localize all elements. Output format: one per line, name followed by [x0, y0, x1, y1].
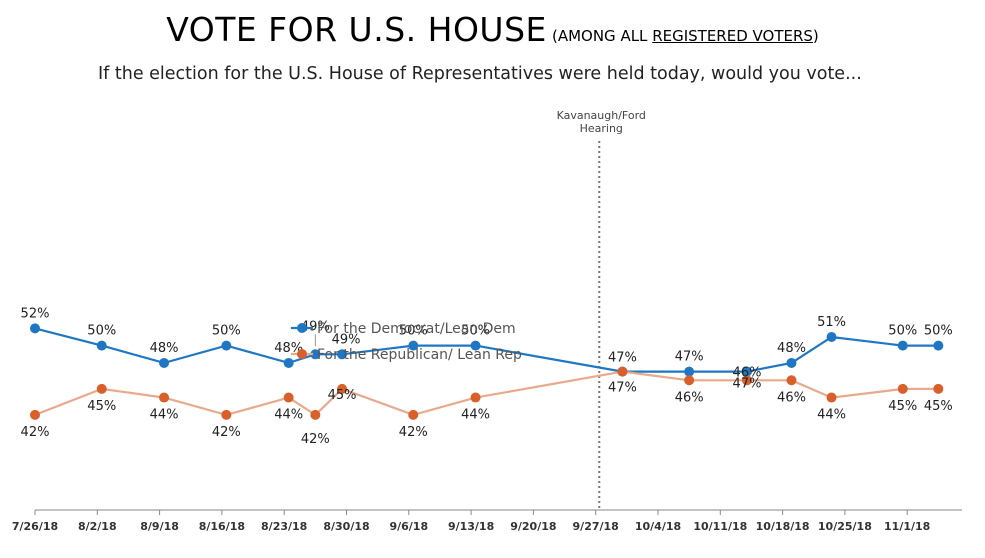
dem-data-label: 47% [675, 350, 704, 365]
chart-subtitle-question: If the election for the U.S. House of Re… [98, 64, 862, 84]
rep-data-point [470, 392, 481, 403]
dem-data-point [684, 366, 695, 377]
x-tick-label: 7/26/18 [12, 520, 58, 533]
dem-data-label: 50% [924, 324, 953, 339]
dem-data-label: 50% [212, 324, 241, 339]
rep-series-line [34, 370, 939, 417]
chart-title-sub-suffix: ) [812, 27, 819, 45]
dem-data-label: 49% [332, 332, 361, 347]
rep-data-label: 45% [924, 399, 953, 414]
rep-data-point [933, 383, 944, 394]
dem-data-point [221, 340, 232, 351]
dem-data-point [408, 340, 419, 351]
dem-data-point [159, 357, 170, 368]
chart-title-sub-prefix: (AMONG ALL [551, 27, 653, 45]
x-tick-label: 9/13/18 [448, 520, 494, 533]
x-tick-label: 10/18/18 [756, 520, 810, 533]
x-tick-label: 8/2/18 [78, 520, 117, 533]
rep-data-label: 42% [212, 425, 241, 440]
rep-data-label: 44% [817, 408, 846, 423]
dem-data-point [337, 349, 348, 360]
annotation-label: Hearing [580, 122, 623, 135]
legend-rep-label: For the Republican/ Lean Rep [317, 347, 522, 363]
rep-data-point [742, 375, 752, 386]
rep-data-point [96, 383, 107, 394]
rep-data-point [617, 366, 628, 377]
rep-data-label: 42% [21, 425, 50, 440]
dem-data-point [826, 332, 837, 342]
rep-data-label: 44% [274, 408, 303, 423]
dem-data-label: 52% [21, 306, 50, 321]
dem-data-label: 48% [274, 341, 303, 356]
dem-data-point [96, 340, 107, 351]
x-tick-label: 9/20/18 [510, 520, 556, 533]
x-tick-label: 10/25/18 [818, 520, 872, 533]
chart-title: VOTE FOR U.S. HOUSE (AMONG ALL REGISTERE… [0, 10, 985, 49]
chart-title-sub-underlined: REGISTERED VOTERS [652, 27, 813, 45]
rep-data-point [786, 375, 797, 386]
dem-data-label: 51% [817, 315, 846, 330]
annotation-label: Kavanaugh/Ford [557, 109, 646, 122]
dem-data-label: 50% [399, 324, 428, 339]
rep-data-point [159, 392, 170, 403]
dem-data-point [30, 323, 40, 334]
rep-data-label: 45% [87, 399, 116, 414]
x-tick-label: 9/6/18 [389, 520, 428, 533]
rep-data-label: 45% [328, 388, 357, 403]
dem-data-label: 50% [87, 324, 116, 339]
rep-data-label: 42% [399, 425, 428, 440]
dem-data-label: 47% [733, 377, 762, 392]
x-tick-label: 8/23/18 [261, 520, 307, 533]
x-tick-label: 8/9/18 [140, 520, 179, 533]
rep-data-label: 44% [461, 408, 490, 423]
chart-title-main: VOTE FOR U.S. HOUSE [166, 10, 547, 49]
dem-data-label: 50% [461, 324, 490, 339]
x-tick-label: 10/4/18 [635, 520, 681, 533]
rep-data-point [221, 409, 232, 420]
rep-data-label: 44% [150, 408, 179, 423]
rep-data-point [408, 409, 419, 420]
dem-data-label: 49% [301, 319, 330, 334]
rep-data-label: 46% [777, 390, 806, 405]
rep-data-label: 46% [733, 365, 762, 380]
dem-series-line [34, 327, 939, 373]
rep-data-label: 47% [608, 381, 637, 396]
dem-data-point [933, 340, 944, 351]
dem-data-label: 48% [777, 341, 806, 356]
dem-data-label: 47% [608, 351, 637, 366]
dem-data-point [283, 357, 294, 368]
rep-data-point [684, 375, 695, 386]
dem-data-point [742, 366, 752, 377]
rep-data-point [310, 409, 321, 420]
legend-dem-label: For the Democrat/Lean Dem [317, 321, 516, 337]
dem-data-point [310, 349, 321, 360]
rep-data-point [826, 392, 837, 403]
legend-dem-swatch-dot [297, 323, 307, 333]
rep-data-label: 46% [675, 390, 704, 405]
dem-data-label: 48% [150, 341, 179, 356]
dem-data-point [470, 340, 481, 351]
rep-data-point [283, 392, 294, 403]
rep-data-point [30, 409, 40, 420]
rep-data-point [337, 383, 348, 394]
rep-data-point [897, 383, 908, 394]
rep-data-label: 45% [888, 399, 917, 414]
dem-data-label: 50% [888, 324, 917, 339]
x-tick-label: 8/16/18 [199, 520, 245, 533]
x-tick-label: 10/11/18 [693, 520, 747, 533]
x-tick-label: 11/1/18 [884, 520, 930, 533]
legend-rep-swatch-dot [297, 349, 307, 359]
chart-title-sub: (AMONG ALL REGISTERED VOTERS) [552, 27, 819, 45]
x-tick-label: 8/30/18 [323, 520, 369, 533]
dem-data-point [897, 340, 908, 351]
rep-data-label: 42% [301, 432, 330, 447]
x-tick-label: 9/27/18 [573, 520, 619, 533]
dem-data-point [786, 357, 797, 368]
